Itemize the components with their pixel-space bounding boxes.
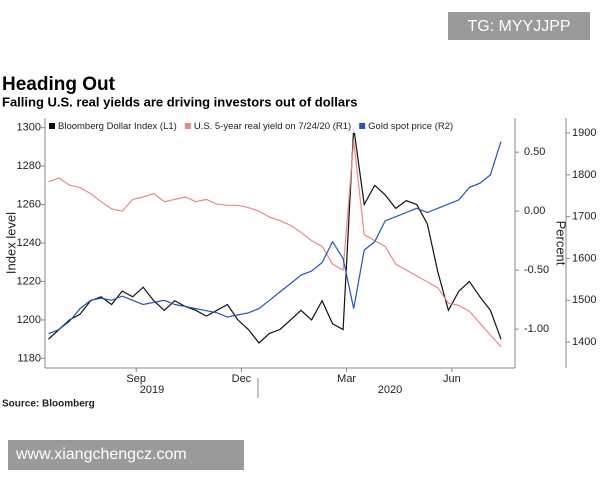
y-tick-label: 1220: [17, 275, 41, 287]
watermark-box: [8, 440, 244, 470]
year-label: 2020: [378, 384, 402, 396]
series-line: [48, 141, 502, 335]
legend-swatch: [49, 123, 55, 129]
legend-swatch: [184, 123, 191, 129]
x-tick-label: Dec: [232, 373, 252, 385]
y-tick-label: 1300: [17, 122, 41, 134]
y2-tick-label: 0.00: [524, 205, 545, 217]
source: Source: Bloomberg: [2, 399, 95, 410]
series-line: [48, 140, 502, 348]
watermark: TG: MYYJJPP: [467, 18, 570, 35]
y2-tick-label: -0.50: [524, 264, 549, 276]
y2-tick-label: 0.50: [524, 146, 545, 158]
year-label: 2019: [140, 384, 164, 396]
chart-title: Heading Out: [2, 74, 116, 95]
y3-tick-label: 1400: [572, 336, 596, 348]
watermark-box: [448, 12, 590, 40]
watermark: www.xiangchengcz.com: [15, 446, 187, 463]
y-tick-label: 1200: [17, 314, 41, 326]
x-tick-label: Mar: [337, 373, 356, 385]
y3-tick-label: 1500: [572, 294, 596, 306]
y3-tick-label: 1800: [572, 169, 596, 181]
chart-subtitle: Falling U.S. real yields are driving inv…: [2, 94, 357, 109]
y-tick-label: 1280: [17, 160, 41, 172]
y2-tick-label: -1.00: [524, 323, 549, 335]
y-tick-label: 1240: [17, 237, 41, 249]
series-line: [48, 127, 502, 344]
legend-swatch: [359, 123, 366, 129]
y-tick-label: 1260: [17, 198, 41, 210]
legend-label: U.S. 5-year real yield on 7/24/20 (R1): [194, 121, 351, 132]
legend-label: Bloomberg Dollar Index (L1): [58, 121, 177, 132]
y2-axis-label: Percent: [554, 221, 569, 266]
y-tick-label: 1180: [17, 352, 41, 364]
x-tick-label: Sep: [126, 373, 146, 385]
y3-tick-label: 1700: [572, 211, 596, 223]
y3-tick-label: 1600: [572, 252, 596, 264]
legend-box: [46, 119, 456, 133]
x-tick-label: Jun: [443, 373, 461, 385]
legend-label: Gold spot price (R2): [368, 121, 453, 132]
y-axis-label: Index level: [3, 212, 18, 274]
y3-tick-label: 1900: [572, 127, 596, 139]
